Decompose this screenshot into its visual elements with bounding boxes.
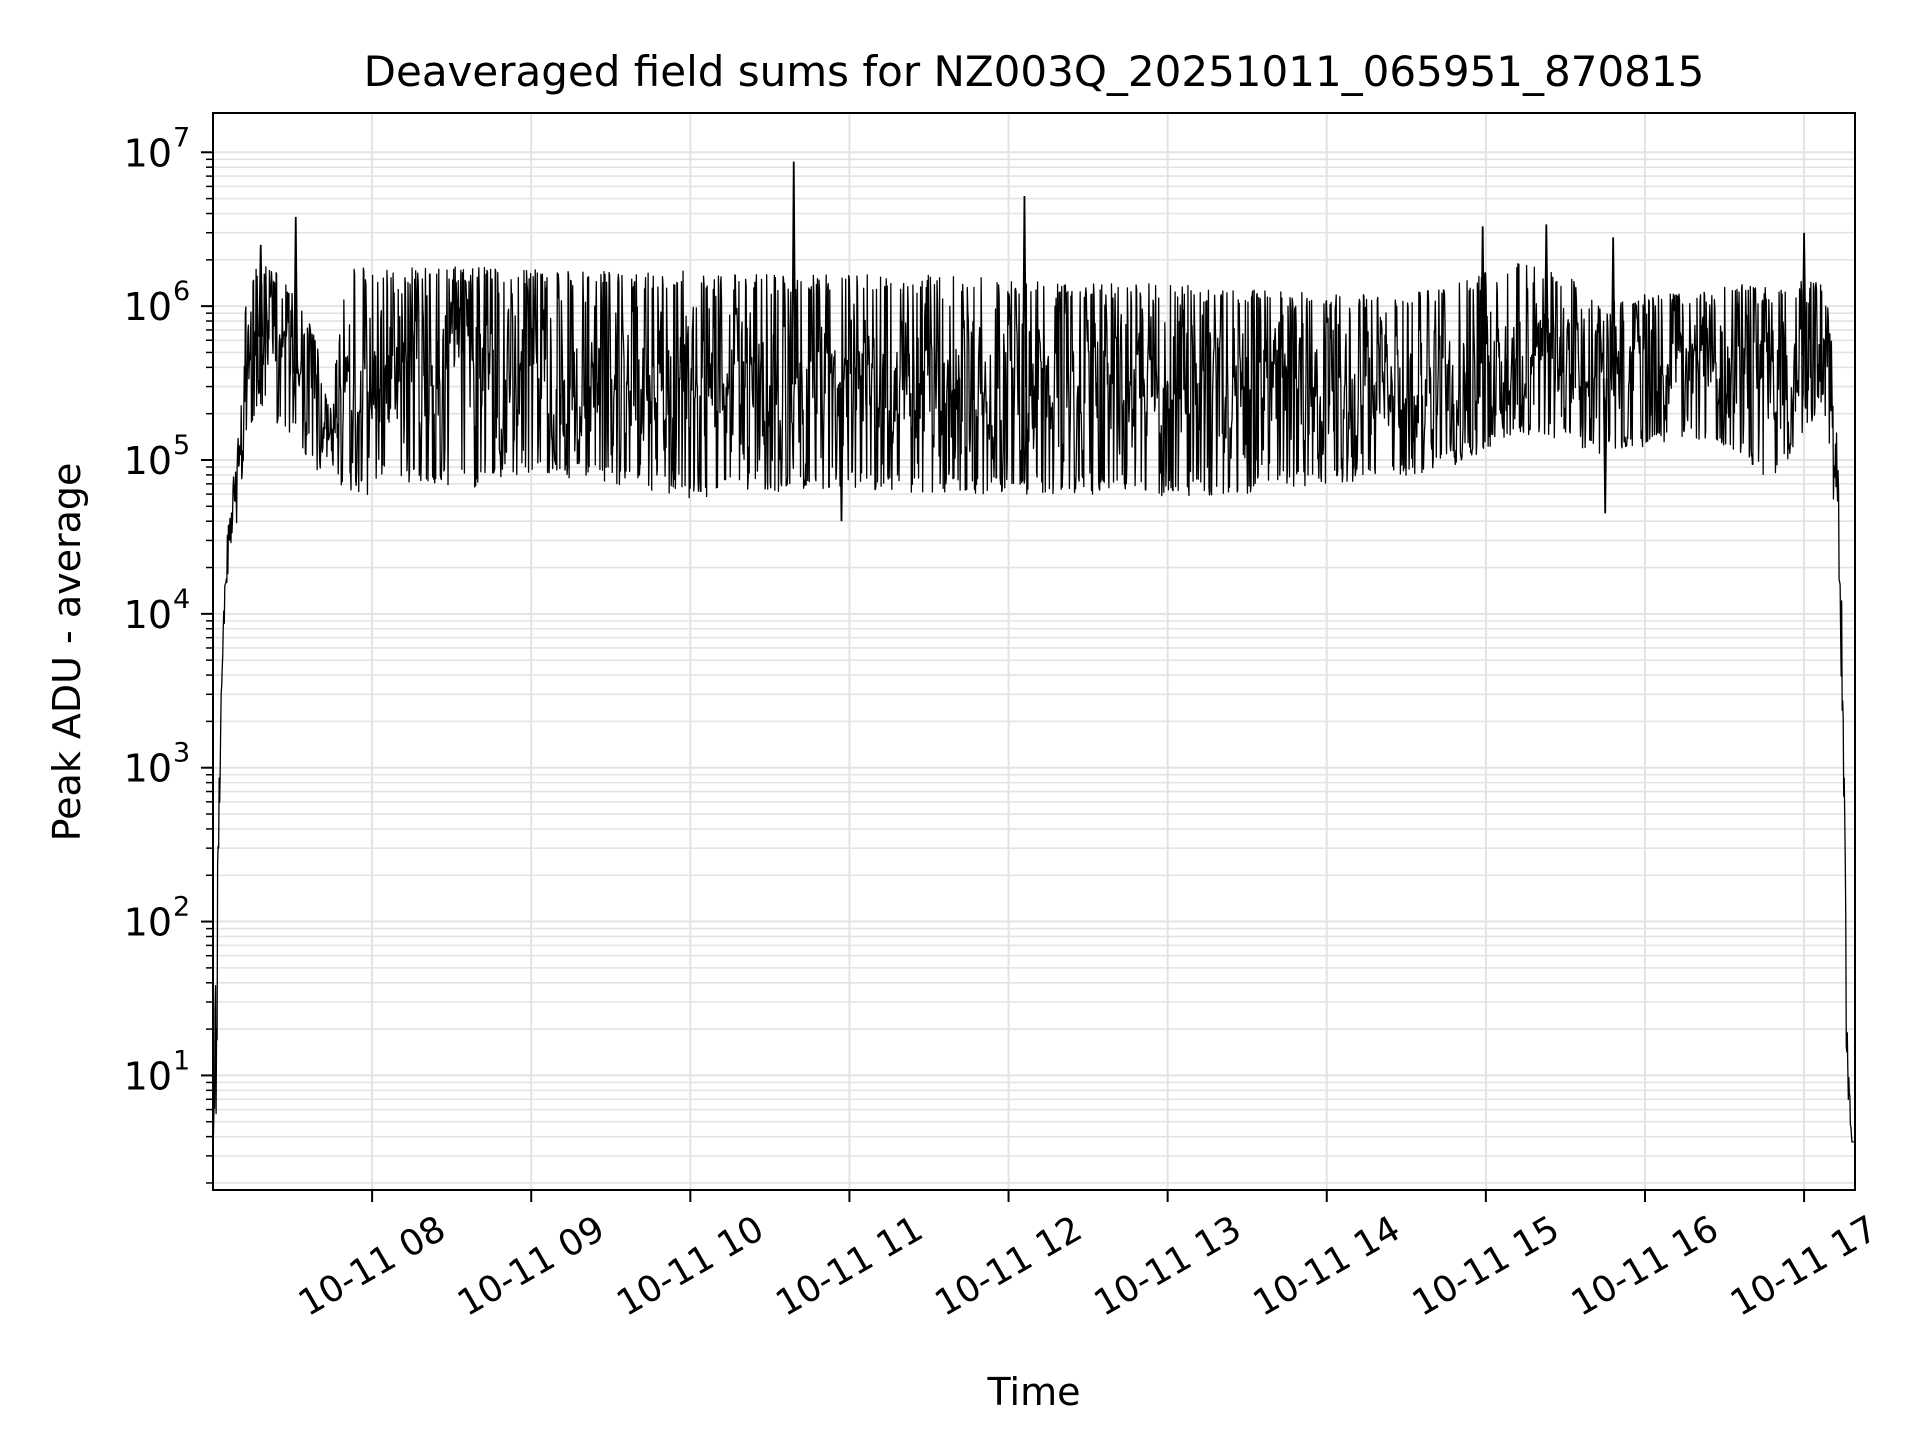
series-spike: [258, 244, 264, 337]
series-spike: [1610, 237, 1616, 377]
series-spike: [1543, 224, 1549, 353]
y-tick-label-base: 10: [124, 747, 172, 791]
y-tick-label: 10 4: [124, 584, 191, 637]
y-tick-label-base: 10: [124, 1054, 172, 1098]
series-spike: [1022, 195, 1027, 388]
series-spike: [293, 216, 299, 374]
y-tick-label-exponent: 3: [173, 738, 190, 769]
data-area: [212, 161, 1856, 1143]
y-tick-label-exponent: 6: [173, 276, 190, 307]
x-axis-label: Time: [987, 1370, 1081, 1414]
series-spike: [1801, 232, 1807, 356]
chart-title: Deaveraged field sums for NZ003Q_2025101…: [364, 47, 1705, 96]
y-tick-label-exponent: 1: [173, 1045, 190, 1076]
y-axis-label: Peak ADU - average: [45, 463, 89, 842]
grid: [213, 113, 1855, 1190]
series-spike: [1480, 226, 1486, 364]
y-tick-label-base: 10: [124, 131, 172, 175]
y-tick-label: 10 5: [124, 430, 191, 483]
y-tick-label: 10 7: [124, 122, 191, 175]
y-tick-label-exponent: 5: [173, 430, 190, 461]
y-tick-label-base: 10: [124, 901, 172, 945]
y-tick-label-base: 10: [124, 285, 172, 329]
series-spike: [1602, 378, 1608, 514]
y-tick-label-base: 10: [124, 439, 172, 483]
y-tick-label-exponent: 4: [173, 584, 190, 615]
y-tick-label-exponent: 2: [173, 892, 190, 923]
y-tick-label: 10 2: [124, 892, 191, 945]
y-tick-label: 10 3: [124, 738, 191, 791]
series-spike: [791, 161, 797, 385]
y-tick-label-base: 10: [124, 593, 172, 637]
series-line: [212, 263, 1856, 1143]
y-tick-label: 10 1: [124, 1045, 191, 1098]
y-tick-label: 10 6: [124, 276, 191, 329]
plot-frame: [212, 112, 1856, 1191]
y-tick-label-exponent: 7: [173, 122, 190, 153]
